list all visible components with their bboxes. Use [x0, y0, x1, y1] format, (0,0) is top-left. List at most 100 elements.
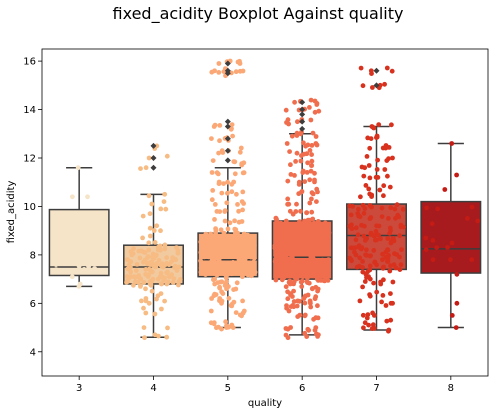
point-5 [224, 323, 229, 328]
point-3 [75, 165, 81, 171]
point-5 [229, 234, 235, 239]
y-tick-label: 12 [23, 154, 36, 165]
point-5 [223, 319, 229, 325]
point-5 [225, 226, 231, 232]
point-7 [385, 236, 391, 241]
point-7 [356, 206, 361, 212]
point-6 [283, 284, 289, 290]
point-5 [242, 241, 248, 246]
point-7 [367, 263, 373, 269]
point-8 [448, 257, 453, 263]
point-5 [229, 322, 235, 328]
point-7 [384, 158, 390, 164]
point-6 [310, 243, 316, 249]
point-6 [309, 143, 315, 148]
point-5 [219, 148, 225, 154]
point-4 [149, 201, 155, 207]
point-6 [285, 335, 291, 341]
point-6 [312, 179, 317, 185]
point-6 [277, 238, 282, 244]
point-7 [360, 83, 366, 89]
point-7 [361, 233, 367, 239]
point-6 [291, 280, 296, 285]
point-5 [220, 252, 226, 258]
point-7 [373, 174, 379, 180]
point-4 [164, 153, 170, 159]
point-5 [233, 310, 239, 315]
point-6 [310, 191, 316, 197]
y-axis-label: fixed_acidity [6, 181, 17, 244]
point-5 [229, 126, 234, 131]
point-4 [145, 255, 150, 260]
point-5 [241, 254, 247, 260]
point-5 [210, 158, 216, 164]
point-4 [169, 259, 175, 264]
outlier-7 [373, 82, 380, 89]
point-7 [390, 279, 396, 285]
point-6 [294, 150, 300, 156]
point-5 [221, 230, 227, 236]
point-6 [300, 168, 306, 174]
point-5 [230, 260, 236, 265]
point-5 [234, 245, 240, 251]
point-4 [147, 233, 153, 239]
point-5 [216, 150, 222, 156]
point-4 [132, 274, 138, 280]
point-8 [423, 235, 429, 241]
point-7 [380, 293, 386, 298]
point-4 [136, 273, 142, 278]
point-6 [282, 249, 288, 255]
point-7 [361, 210, 367, 216]
point-6 [291, 288, 296, 294]
point-7 [383, 145, 389, 151]
point-6 [305, 275, 310, 281]
point-4 [134, 262, 140, 267]
point-5 [222, 209, 228, 214]
point-5 [214, 170, 220, 176]
point-8 [449, 240, 455, 246]
point-7 [369, 192, 375, 198]
axes: 4 6 8 10 12 14 16 3 4 5 6 7 8 [23, 57, 454, 394]
point-6 [302, 313, 308, 319]
point-5 [241, 170, 247, 176]
point-5 [217, 296, 223, 301]
outlier-6 [299, 111, 306, 118]
x-tick-label: 8 [448, 383, 454, 394]
point-5 [225, 179, 231, 185]
point-5 [240, 207, 246, 213]
point-7 [367, 267, 373, 273]
point-6 [305, 142, 311, 148]
point-4 [143, 286, 148, 292]
point-4 [162, 242, 168, 248]
point-5 [237, 149, 243, 155]
point-6 [314, 199, 319, 205]
point-7 [388, 240, 394, 246]
point-5 [210, 188, 216, 193]
point-7 [362, 320, 368, 326]
point-7 [361, 173, 367, 179]
point-6 [292, 99, 297, 105]
point-8 [449, 313, 455, 318]
point-6 [304, 210, 309, 216]
point-5 [198, 250, 204, 255]
point-6 [294, 130, 300, 136]
point-5 [251, 255, 257, 261]
point-5 [205, 263, 211, 268]
point-6 [316, 235, 322, 241]
point-4 [167, 274, 172, 279]
point-7 [382, 167, 388, 172]
point-7 [358, 194, 363, 200]
point-6 [312, 264, 318, 270]
point-4 [131, 282, 136, 288]
point-6 [325, 264, 331, 269]
point-6 [304, 170, 310, 175]
point-6 [290, 229, 296, 235]
point-6 [307, 177, 313, 183]
point-6 [293, 159, 298, 164]
point-6 [296, 182, 302, 187]
point-6 [301, 220, 307, 226]
point-4 [170, 280, 176, 285]
point-7 [367, 293, 373, 299]
point-6 [274, 216, 279, 222]
point-7 [388, 205, 394, 211]
